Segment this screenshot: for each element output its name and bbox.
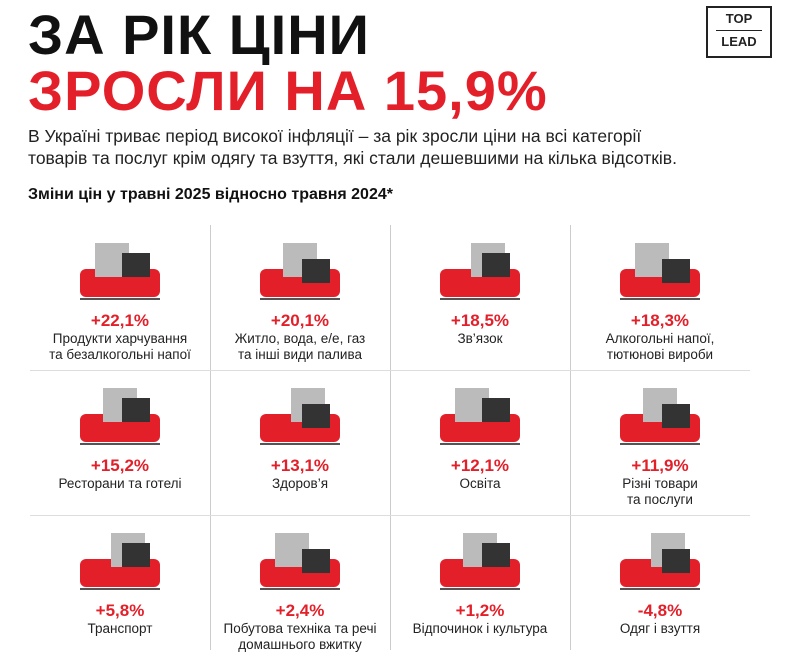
label-line: та інші види палива: [238, 347, 362, 362]
icon-shape: [122, 543, 150, 567]
category-cell: +5,8% Транспорт: [30, 515, 210, 660]
category-cell: -4,8% Одяг і взуття: [570, 515, 750, 660]
change-value: -4,8%: [637, 601, 683, 620]
icon: [440, 243, 520, 300]
icon: [440, 388, 520, 445]
intro: В Україні триває період високої інфляції…: [28, 125, 677, 169]
title-accent: ЗРОСЛИ НА 15,9%: [28, 59, 548, 122]
logo-text: LEAD: [721, 34, 757, 49]
change-value: +22,1%: [90, 311, 150, 330]
change-value: +18,3%: [630, 311, 690, 330]
category-label: Продукти харчування та безалкогольні напо…: [30, 331, 210, 363]
label-line: тютюнові вироби: [606, 347, 714, 362]
change-value: +11,9%: [631, 456, 689, 475]
title: ЗА РІК ЦІНИ: [28, 3, 370, 66]
change-value: +2,4%: [275, 601, 325, 620]
label-line: Ресторани та готелі: [58, 476, 182, 491]
category-label: Одяг і взуття: [570, 621, 750, 637]
category-label: Алкогольні напої, тютюнові вироби: [570, 331, 750, 363]
category-cell: +1,2% Відпочинок і культура: [390, 515, 570, 660]
divider: [30, 370, 750, 371]
label-line: Зв’язок: [457, 331, 503, 346]
icon-shape: [302, 259, 330, 283]
category-cell: +15,2% Ресторани та готелі: [30, 370, 210, 515]
intro-line: товарів та послуг крім одягу та взуття, …: [28, 148, 677, 168]
category-label: Транспорт: [30, 621, 210, 637]
logo-text: TOP: [725, 11, 753, 26]
icon: [260, 533, 340, 590]
category-cell: +13,1% Здоров’я: [210, 370, 390, 515]
divider: [30, 515, 750, 516]
label-line: Освіта: [459, 476, 501, 491]
change-value: +20,1%: [270, 311, 330, 330]
change-value: +15,2%: [90, 456, 150, 475]
icon: [80, 243, 160, 300]
change-value: +1,2%: [455, 601, 505, 620]
category-label: Житло, вода, е/е, газ та інші види палива: [210, 331, 390, 363]
category-label: Здоров’я: [210, 476, 390, 492]
icon: [440, 533, 520, 590]
label-line: Житло, вода, е/е, газ: [234, 331, 366, 346]
icon-shape: [662, 259, 690, 283]
icon-shape: [122, 398, 150, 422]
label-line: та послуги: [627, 492, 693, 507]
icon-shape: [122, 253, 150, 277]
label-line: Одяг і взуття: [619, 621, 701, 636]
change-value: +13,1%: [270, 456, 330, 475]
icon: [620, 388, 700, 445]
icon: [620, 533, 700, 590]
icon-shape: [302, 549, 330, 573]
divider: [570, 225, 571, 650]
icon-shape: [482, 253, 510, 277]
divider: [210, 225, 211, 650]
icon: [80, 533, 160, 590]
icon: [80, 388, 160, 445]
logo-rule: [716, 30, 762, 31]
category-cell: +11,9% Різні товари та послуги: [570, 370, 750, 515]
logo: TOP LEAD: [706, 6, 772, 58]
label-line: Продукти харчування: [52, 331, 188, 346]
divider: [390, 225, 391, 650]
subtitle: Зміни цін у травні 2025 відносно травня …: [28, 186, 393, 203]
icon-shape: [662, 404, 690, 428]
icon-shape: [662, 549, 690, 573]
icon-shape: [482, 543, 510, 567]
category-label: Ресторани та готелі: [30, 476, 210, 492]
icon: [620, 243, 700, 300]
icon: [260, 388, 340, 445]
label-line: Алкогольні напої,: [605, 331, 715, 346]
category-label: Різні товари та послуги: [570, 476, 750, 508]
category-label: Відпочинок і культура: [390, 621, 570, 637]
category-cell: +2,4% Побутова техніка та речі домашнього …: [210, 515, 390, 660]
change-value: +12,1%: [450, 456, 510, 475]
label-line: Здоров’я: [271, 476, 329, 491]
label-line: Побутова техніка та речі: [223, 621, 377, 636]
category-cell: +18,5% Зв’язок: [390, 225, 570, 370]
category-label: Побутова техніка та речі домашнього вжитк…: [210, 621, 390, 653]
icon-shape: [302, 404, 330, 428]
category-cell: +20,1% Житло, вода, е/е, газ та інші види …: [210, 225, 390, 370]
change-value: +18,5%: [450, 311, 510, 330]
label-line: Відпочинок і культура: [412, 621, 548, 636]
intro-line: В Україні триває період високої інфляції…: [28, 126, 642, 146]
label-line: Різні товари: [622, 476, 698, 491]
category-cell: +22,1% Продукти харчування та безалкогольн…: [30, 225, 210, 370]
label-line: домашнього вжитку: [238, 637, 362, 652]
category-cell: +12,1% Освіта: [390, 370, 570, 515]
icon: [260, 243, 340, 300]
change-value: +5,8%: [95, 601, 145, 620]
label-line: Транспорт: [87, 621, 153, 636]
label-line: та безалкогольні напої: [49, 347, 191, 362]
category-label: Зв’язок: [390, 331, 570, 347]
category-cell: +18,3% Алкогольні напої, тютюнові вироби: [570, 225, 750, 370]
category-label: Освіта: [390, 476, 570, 492]
icon-shape: [482, 398, 510, 422]
